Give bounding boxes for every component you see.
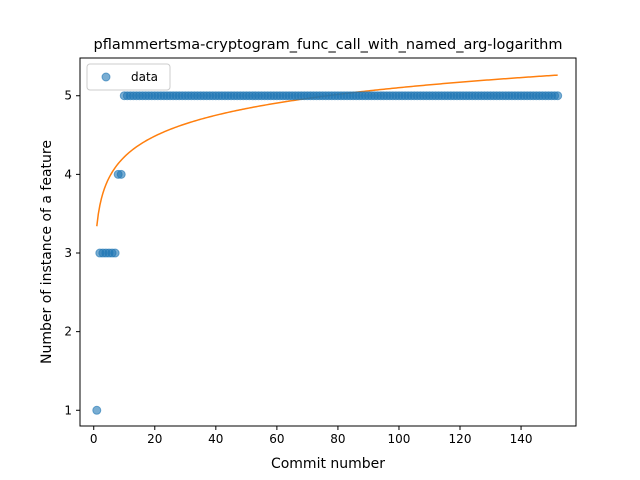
- legend-marker-data: [101, 72, 111, 82]
- y-tick-label: 5: [64, 89, 72, 103]
- x-tick-label: 40: [208, 432, 223, 446]
- y-tick-label: 2: [64, 325, 72, 339]
- data-point: [553, 91, 563, 101]
- x-tick-label: 100: [388, 432, 411, 446]
- x-tick-label: 60: [269, 432, 284, 446]
- y-tick-label: 3: [64, 246, 72, 260]
- legend: data: [86, 63, 171, 91]
- x-tick-label: 120: [449, 432, 472, 446]
- x-axis-ticks: 0 20 40 60 80 100 120 140: [90, 426, 533, 446]
- y-axis-ticks: 1 2 3 4 5: [64, 89, 80, 417]
- data-point: [110, 248, 120, 258]
- y-tick-label: 1: [64, 403, 72, 417]
- axes-frame: [79, 57, 577, 427]
- legend-box: [86, 63, 171, 91]
- x-tick-label: 80: [330, 432, 345, 446]
- y-axis-label: Number of instance of a feature: [39, 140, 55, 364]
- y-tick-label: 4: [64, 167, 72, 181]
- data-point: [92, 405, 102, 415]
- data-point: [116, 169, 126, 179]
- x-tick-label: 20: [147, 432, 162, 446]
- x-axis-label: Commit number: [271, 456, 385, 472]
- x-tick-label: 140: [510, 432, 533, 446]
- plot-area: [92, 74, 563, 415]
- chart-title: pflammertsma-cryptogram_func_call_with_n…: [93, 37, 562, 53]
- data-layer: [92, 91, 563, 415]
- x-tick-label: 0: [90, 432, 98, 446]
- legend-label-data: data: [131, 70, 158, 84]
